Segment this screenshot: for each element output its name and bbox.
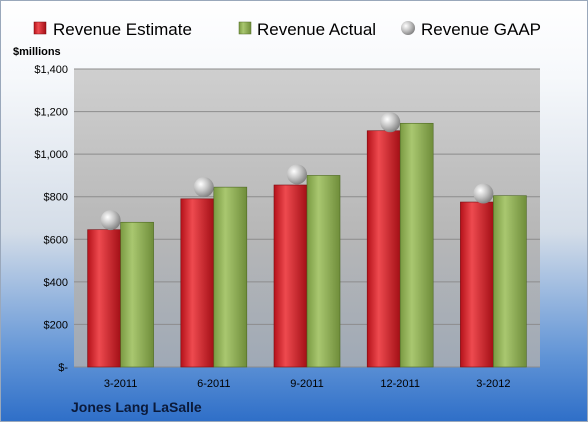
x-axis-ticks: 3-2011 6-2011 9-2011 12-2011 3-2012: [104, 378, 511, 390]
y-tick-label: $400: [44, 277, 68, 289]
x-tick-label: 9-2011: [290, 378, 323, 390]
bar-revenue-estimate: [180, 198, 215, 368]
bar-revenue-estimate: [460, 201, 494, 368]
x-tick-label: 3-2011: [104, 378, 137, 390]
bar-revenue-actual: [120, 221, 154, 368]
legend-item-gaap: Revenue GAAP: [401, 20, 541, 39]
legend-label-estimate: Revenue Estimate: [53, 20, 192, 39]
y-tick-label: $800: [44, 192, 68, 204]
y-tick-label: $-: [58, 362, 68, 374]
y-tick-label: $1,200: [34, 107, 68, 119]
bar-revenue-actual: [306, 175, 341, 368]
marker-revenue-gaap: [100, 210, 121, 231]
bar-revenue-actual: [213, 186, 248, 368]
bars: [87, 122, 527, 368]
marker-revenue-gaap: [473, 183, 494, 204]
marker-revenue-gaap: [287, 164, 307, 185]
x-tick-label: 6-2011: [197, 378, 230, 390]
marker-revenue-gaap: [380, 112, 401, 133]
y-tick-label: $1,000: [34, 149, 68, 161]
legend: Revenue Estimate Revenue Actual Revenue …: [33, 20, 541, 39]
legend-label-actual: Revenue Actual: [257, 20, 376, 39]
legend-item-actual: Revenue Actual: [238, 20, 376, 39]
legend-label-gaap: Revenue GAAP: [421, 20, 541, 39]
y-axis-ticks: $- $200 $400 $600 $800 $1,000 $1,200 $1,400: [34, 64, 68, 374]
y-axis-unit-label: $millions: [13, 46, 61, 58]
y-tick-label: $1,400: [34, 64, 68, 76]
bar-revenue-estimate: [366, 130, 401, 368]
y-tick-label: $200: [44, 319, 68, 331]
marker-revenue-gaap: [193, 177, 214, 198]
x-tick-label: 3-2012: [476, 378, 510, 390]
legend-swatch-estimate: [33, 21, 47, 35]
bar-revenue-estimate: [273, 184, 308, 368]
legend-swatch-actual: [238, 21, 252, 35]
bar-revenue-estimate: [87, 229, 121, 368]
legend-swatch-gaap: [401, 21, 415, 35]
gaap-markers: [100, 112, 494, 231]
y-tick-label: $600: [44, 234, 68, 246]
legend-item-estimate: Revenue Estimate: [33, 20, 192, 39]
company-name: Jones Lang LaSalle: [71, 399, 202, 415]
bar-revenue-actual: [493, 195, 527, 368]
x-tick-label: 12-2011: [380, 378, 420, 390]
bar-revenue-actual: [399, 122, 434, 368]
